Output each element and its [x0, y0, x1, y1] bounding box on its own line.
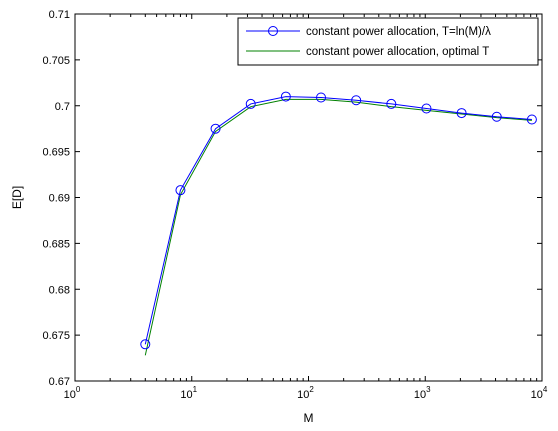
legend-box	[237, 17, 539, 66]
x-tick-label-base: 10	[297, 389, 309, 401]
x-tick-label: 104	[531, 385, 548, 401]
series-line-1	[144, 96, 532, 345]
series-1-point	[280, 91, 291, 102]
plot-frame	[74, 13, 543, 382]
series-1-point	[491, 111, 502, 122]
x-tick-label: 102	[297, 385, 314, 401]
series-1-point	[210, 123, 221, 134]
series-layer	[140, 91, 537, 356]
plot-area	[75, 14, 542, 381]
x-tick-label-base: 10	[180, 389, 192, 401]
ticks-layer: 0.67 0.675 0.68 0.685 0.69 0.695 0.7 0.705 0.71 1…	[42, 9, 547, 401]
x-tick-label-exponent: 1	[193, 385, 198, 394]
y-tick-label: 0.7	[55, 101, 70, 113]
x-tick-label-exponent: 3	[426, 385, 431, 394]
y-tick-label: 0.67	[49, 376, 70, 388]
series-1-point	[175, 185, 186, 196]
series-line-2	[144, 98, 532, 356]
x-tick-label-exponent: 0	[76, 385, 81, 394]
legend-marker-series-1	[268, 26, 278, 36]
y-tick-label: 0.71	[49, 9, 70, 21]
series-1-point	[421, 103, 432, 114]
x-tick-label-exponent: 2	[309, 385, 314, 394]
y-tick-label: 0.685	[42, 238, 70, 250]
series-1-point	[386, 98, 397, 109]
y-axis-label: E[D]	[10, 186, 24, 209]
x-tick-label-exponent: 4	[543, 385, 548, 394]
x-tick-label: 101	[180, 385, 197, 401]
series-1-point	[140, 339, 151, 350]
x-axis-label: M	[304, 411, 314, 425]
y-tick-label: 0.695	[42, 147, 70, 159]
series-1-point	[245, 98, 256, 109]
series-1-point	[351, 95, 362, 106]
x-tick-label-base: 10	[414, 389, 426, 401]
x-tick-label-base: 10	[64, 389, 76, 401]
y-tick-label: 0.675	[42, 330, 70, 342]
legend-label-series-1: constant power allocation, T=ln(M)/λ	[306, 26, 491, 38]
series-1-point	[316, 92, 327, 103]
x-tick-label-base: 10	[531, 389, 543, 401]
series-1-point	[456, 108, 467, 119]
x-tick-label: 100	[64, 385, 81, 401]
y-tick-label: 0.69	[49, 193, 70, 205]
series-1-point	[526, 114, 537, 125]
y-tick-label: 0.68	[49, 284, 70, 296]
x-tick-label: 103	[414, 385, 431, 401]
y-tick-label: 0.705	[42, 55, 70, 67]
legend: constant power allocation, T=ln(M)/λ con…	[237, 17, 539, 66]
legend-label-series-2: constant power allocation, optimal T	[306, 46, 489, 58]
